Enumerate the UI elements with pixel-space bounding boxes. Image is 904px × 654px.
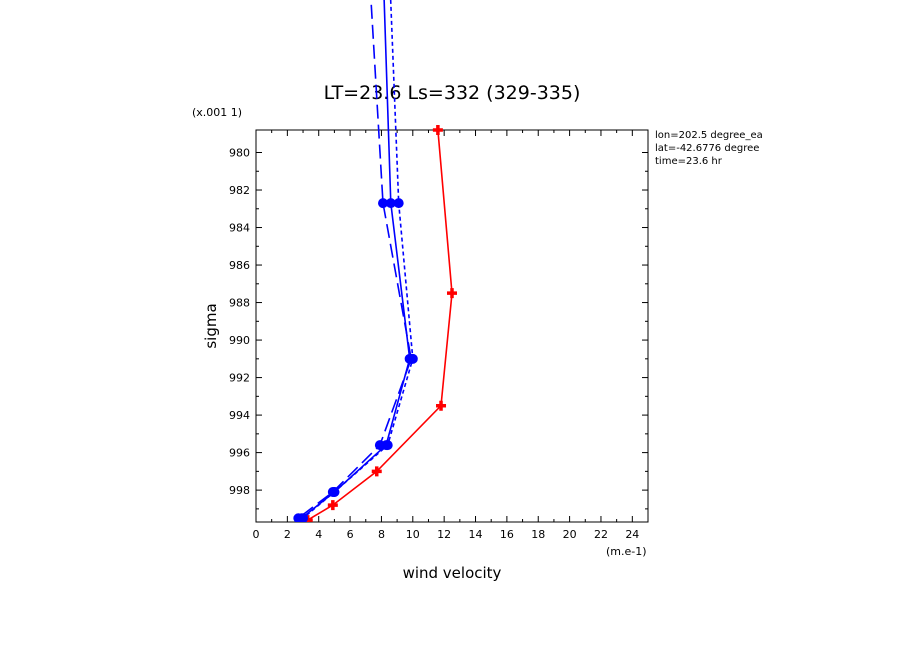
data-point-marker [371, 466, 382, 477]
info-line-time: time=23.6 hr [655, 156, 723, 167]
y-tick-label: 986 [229, 259, 250, 272]
y-scale-label: (x.001 1) [192, 106, 242, 119]
data-point-marker [432, 125, 443, 135]
series-1 [296, 0, 415, 522]
x-tick-label: 6 [347, 528, 354, 541]
y-tick-label: 990 [229, 334, 250, 347]
series-group [293, 0, 457, 522]
x-tick-label: 2 [284, 528, 291, 541]
y-tick-label: 994 [229, 409, 250, 422]
series-line [302, 0, 414, 519]
y-tick-label: 992 [229, 372, 250, 385]
data-point-marker [298, 513, 309, 522]
info-line-lon: lon=202.5 degree_ea [655, 130, 763, 141]
y-axis-ticks: 980 982 984 986 988 990 992 994 996 998 [229, 147, 648, 510]
x-tick-label: 4 [315, 528, 322, 541]
data-point-marker [378, 198, 389, 209]
x-tick-label: 14 [469, 528, 483, 541]
x-tick-label: 0 [253, 528, 260, 541]
x-tick-label: 18 [531, 528, 545, 541]
y-tick-label: 998 [229, 484, 250, 497]
y-tick-label: 980 [229, 147, 250, 160]
x-tick-label: 22 [594, 528, 608, 541]
data-point-marker [393, 198, 404, 209]
x-axis-label: wind velocity [403, 564, 502, 582]
info-box: lon=202.5 degree_ea lat=-42.6776 degree … [655, 130, 763, 167]
series-line [307, 129, 453, 521]
series-3 [298, 0, 418, 522]
data-point-marker [329, 486, 340, 497]
y-axis-label: sigma [202, 303, 220, 348]
chart-title: LT=23.6 Ls=332 (329-335) [324, 82, 581, 104]
series-0 [302, 125, 457, 522]
x-axis-ticks: 0 2 4 6 8 10 12 14 16 18 20 22 24 [253, 130, 649, 541]
x-unit-label: (m.e-1) [606, 545, 647, 558]
data-point-marker [382, 440, 393, 451]
data-point-marker [407, 353, 418, 364]
series-line [297, 0, 413, 519]
y-tick-label: 996 [229, 447, 250, 460]
x-tick-label: 12 [437, 528, 451, 541]
y-tick-label: 984 [229, 222, 250, 235]
x-tick-label: 24 [625, 528, 639, 541]
x-tick-label: 10 [406, 528, 420, 541]
y-tick-label: 988 [229, 297, 250, 310]
info-line-lat: lat=-42.6776 degree [655, 143, 759, 154]
x-tick-label: 8 [378, 528, 385, 541]
data-point-marker [436, 400, 447, 411]
data-point-marker [327, 500, 338, 511]
x-tick-label: 20 [563, 528, 577, 541]
y-tick-label: 982 [229, 184, 250, 197]
data-point-marker [447, 288, 457, 299]
plot-area-border [255, 129, 649, 523]
plot-frame [255, 129, 649, 523]
x-tick-label: 16 [500, 528, 514, 541]
